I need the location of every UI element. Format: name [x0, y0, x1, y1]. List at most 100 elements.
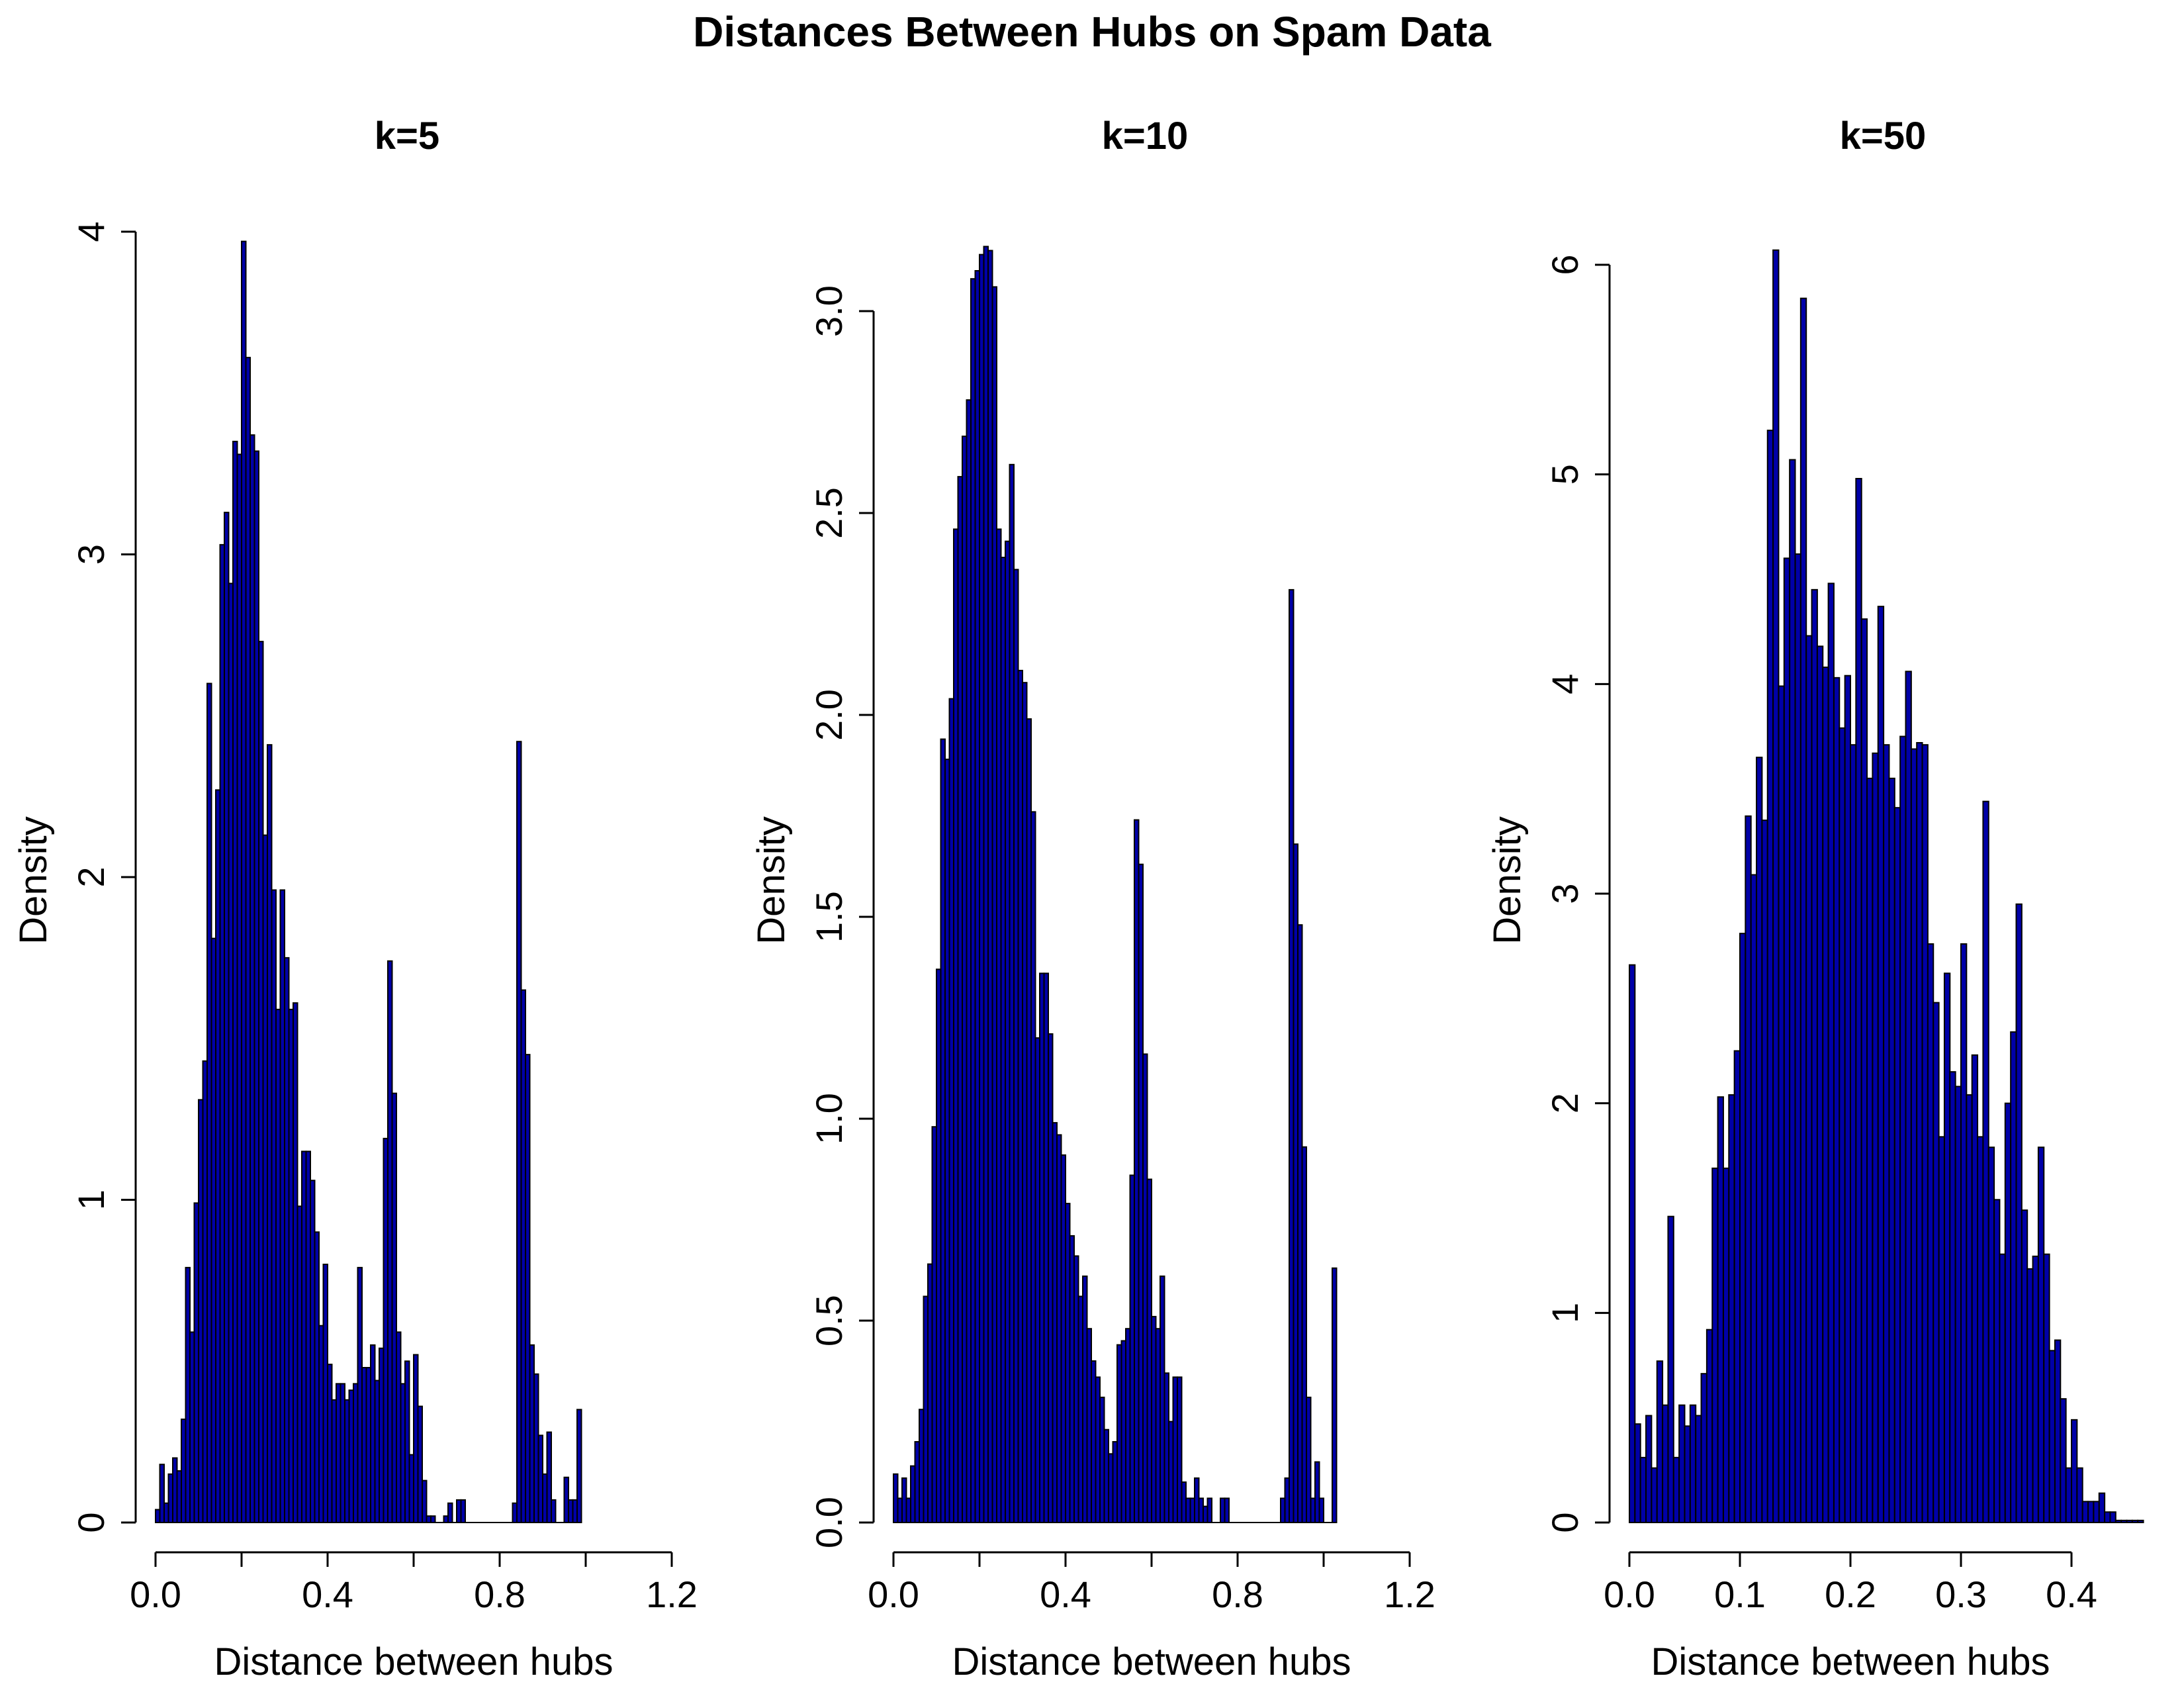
bar	[1987, 1147, 1995, 1523]
bar	[1206, 1497, 1212, 1523]
bar	[1750, 874, 1758, 1523]
x-axis-label: Distance between hubs	[214, 1640, 614, 1683]
bar	[1700, 1373, 1707, 1524]
bar	[1921, 744, 1929, 1523]
bar	[1799, 297, 1807, 1524]
y-tick-label: 6	[1544, 254, 1586, 275]
bar	[1706, 1329, 1713, 1523]
bar	[1678, 1404, 1686, 1524]
y-axis-label: Density	[750, 816, 793, 944]
bar	[1728, 1094, 1735, 1523]
bar	[1639, 1456, 1647, 1523]
y-axis-label: Density	[1486, 816, 1529, 944]
bar	[1872, 752, 1879, 1523]
bar	[1662, 1404, 1669, 1524]
y-tick-label: 2.5	[808, 487, 850, 539]
bar	[1916, 742, 1923, 1523]
x-tick-label: 0.4	[1040, 1573, 1091, 1615]
bar	[1927, 943, 1934, 1523]
bar	[1634, 1423, 1641, 1524]
x-axis: 0.0 0.4 0.8 1.2 Distance between hubs	[130, 1551, 698, 1683]
y-tick-label: 3	[1544, 883, 1586, 904]
x-tick-label: 0.8	[1212, 1573, 1263, 1615]
y-tick-label: 0	[70, 1512, 112, 1532]
bar	[1905, 671, 1912, 1523]
y-tick-label: 1	[1544, 1303, 1586, 1323]
bar	[1651, 1467, 1658, 1524]
bar	[2081, 1501, 2089, 1523]
bar	[1910, 748, 1918, 1523]
x-tick-label: 1.2	[1384, 1573, 1435, 1615]
bars	[155, 240, 582, 1523]
x-tick-label: 0.2	[1825, 1573, 1876, 1615]
bar	[1999, 1253, 2006, 1523]
y-axis-label: Density	[12, 816, 55, 944]
bar	[447, 1502, 453, 1523]
bar	[1772, 249, 1780, 1523]
bar	[1711, 1167, 1719, 1524]
bar	[430, 1515, 436, 1523]
y-axis: 0.0 0.5 1.0 1.5 2.0 2.5 3.0 Density	[750, 285, 875, 1548]
bar	[1761, 820, 1768, 1523]
bar	[1899, 735, 1907, 1523]
bars	[1629, 249, 2144, 1524]
bar	[2104, 1511, 2111, 1524]
bar	[1722, 1167, 1730, 1524]
y-tick-label: 4	[1544, 674, 1586, 694]
y-tick-label: 5	[1544, 464, 1586, 485]
x-axis-label: Distance between hubs	[1651, 1640, 2050, 1683]
panel-title: k=50	[1840, 115, 1927, 158]
bar	[1811, 588, 1818, 1523]
bar	[1739, 933, 1747, 1523]
bar	[2098, 1492, 2106, 1524]
bar	[2093, 1501, 2100, 1523]
bar	[1689, 1404, 1697, 1524]
bar	[1224, 1497, 1230, 1523]
bar	[1816, 645, 1824, 1523]
bar	[1938, 1136, 1945, 1524]
y-tick-label: 0	[1544, 1512, 1586, 1532]
bar	[1789, 459, 1796, 1523]
y-tick-label: 1.5	[808, 891, 850, 943]
bar	[1977, 1136, 1984, 1524]
bar	[1844, 675, 1851, 1524]
figure-title: Distances Between Hubs on Spam Data	[693, 8, 1491, 56]
y-tick-label: 2	[70, 867, 112, 887]
bar	[1888, 777, 1895, 1523]
bar	[1629, 964, 1636, 1523]
panel-title: k=5	[375, 115, 439, 158]
bar	[2026, 1268, 2034, 1524]
bar	[2087, 1501, 2095, 1523]
bar	[2065, 1467, 2072, 1524]
y-tick-label: 3.0	[808, 285, 850, 337]
bar	[1982, 800, 1989, 1523]
bar	[551, 1499, 557, 1523]
bar	[1883, 744, 1890, 1523]
bar	[1684, 1425, 1691, 1523]
x-tick-label: 0.8	[474, 1573, 525, 1615]
bar	[1949, 1071, 1956, 1523]
bar	[1756, 757, 1763, 1523]
x-tick-label: 0.1	[1714, 1573, 1766, 1615]
x-tick-label: 0.0	[868, 1573, 919, 1615]
y-tick-label: 4	[70, 221, 112, 242]
bar	[1667, 1215, 1674, 1523]
chart-panel-1: k=5 0.0 0.4 0.8 1.2 Distance between hubs 0 1 2 3…	[12, 115, 698, 1683]
bar	[1318, 1497, 1324, 1523]
y-tick-label: 2	[1544, 1093, 1586, 1113]
bar	[1855, 478, 1862, 1523]
bar	[1717, 1096, 1724, 1523]
bar	[2054, 1339, 2062, 1523]
bar	[1943, 972, 1951, 1524]
bar	[1993, 1199, 2001, 1524]
y-tick-label: 2.0	[808, 689, 850, 741]
panels: k=5 0.0 0.4 0.8 1.2 Distance between hubs 0 1 2 3…	[12, 115, 2144, 1683]
bar	[1954, 1086, 1962, 1524]
bar	[2015, 903, 2023, 1524]
bar	[2021, 1209, 2028, 1523]
bar	[1332, 1267, 1338, 1523]
bar	[1783, 557, 1791, 1523]
x-tick-label: 0.0	[130, 1573, 181, 1615]
bar	[1656, 1360, 1664, 1524]
bar	[1877, 606, 1885, 1524]
